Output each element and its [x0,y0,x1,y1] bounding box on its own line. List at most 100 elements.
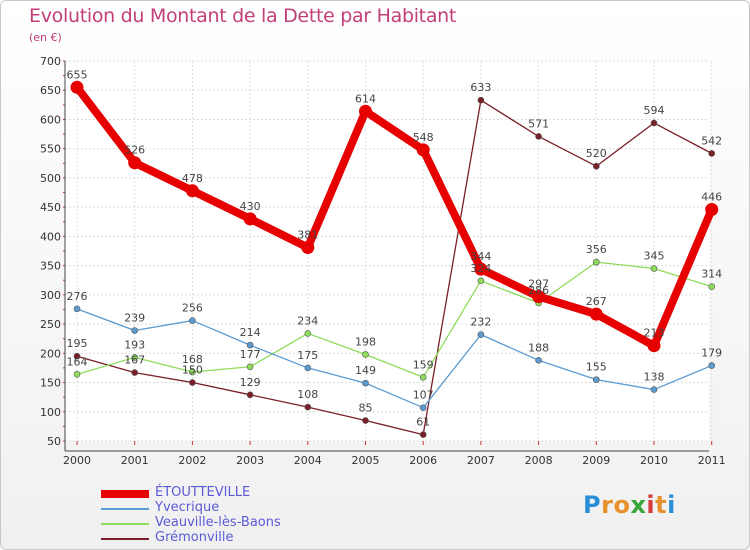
x-tick-label: 2009 [582,454,610,467]
data-label: 61 [416,416,430,429]
data-point [477,277,485,285]
data-label: 129 [240,376,261,389]
data-point [189,379,196,386]
data-point [708,362,716,369]
logo-letter: x [630,491,647,519]
data-label: 297 [528,278,549,291]
series-layer [70,80,719,438]
data-label: 150 [182,364,203,377]
data-label: 548 [413,131,434,144]
data-point [362,417,369,424]
data-label: 381 [297,228,318,241]
data-point [535,357,542,364]
x-tick-label: 2001 [121,454,149,467]
data-point [474,262,488,276]
legend-swatch [101,538,149,540]
y-tick-label: 500 [40,172,61,185]
series-line-0 [73,83,716,350]
chart-subtitle: (en €) [29,31,62,44]
x-tick-label: 2000 [63,454,91,467]
logo-letter: i [667,491,676,519]
data-label: 655 [67,68,88,81]
data-label: 232 [470,316,491,329]
x-tick-label: 2003 [236,454,264,467]
legend-label: Veauville-lès-Baons [155,515,281,530]
y-tick-label: 700 [40,55,61,68]
data-point [535,133,542,140]
data-point [650,265,658,272]
data-label: 159 [413,358,434,371]
x-tick-label: 2005 [352,454,380,467]
data-label: 195 [67,337,88,350]
data-point [131,354,138,361]
data-label: 267 [586,295,607,308]
data-label: 520 [586,147,607,160]
data-label: 168 [182,353,203,366]
data-point [189,317,196,324]
x-tick-label: 2002 [178,454,206,467]
data-label: 155 [586,361,607,374]
data-point [650,386,658,393]
data-label: 633 [470,81,491,94]
proxiti-logo: Proxiti [583,491,676,519]
logo-letter: P [583,491,602,519]
x-tick-label: 2011 [698,454,726,467]
x-tick-label: 2008 [525,454,553,467]
logo-letter: t [655,491,668,519]
y-tick-label: 350 [40,260,61,273]
legend-swatch [101,490,149,498]
x-tick-label: 2007 [467,454,495,467]
data-point [592,376,600,383]
data-point [70,80,84,94]
data-label: 167 [124,354,145,367]
data-label: 107 [413,389,434,402]
data-point [189,368,196,376]
data-point [359,104,372,118]
data-label: 149 [355,364,376,377]
y-tick-label: 550 [40,143,61,156]
x-tick-label: 2004 [294,454,322,467]
data-label: 478 [182,172,203,185]
data-point [185,184,199,198]
data-label: 193 [124,338,145,351]
data-label: 542 [701,134,722,147]
data-label: 314 [701,268,722,281]
plot-area [65,61,709,441]
data-label: 571 [528,117,549,130]
data-point [243,212,257,226]
legend-label: ÉTOUTTEVILLE [155,485,251,500]
data-label: 430 [240,200,261,213]
data-point [73,371,81,378]
y-tick-label: 200 [40,347,61,360]
data-point [246,363,254,371]
y-tick-label: 400 [40,230,61,243]
data-point [304,364,312,372]
y-tick-label: 650 [40,84,61,97]
logo-letter: r [601,491,614,519]
data-point [708,150,716,157]
data-label: 138 [644,371,665,384]
data-point [419,373,427,381]
data-label: 164 [67,355,88,368]
y-tick-label: 100 [40,406,61,419]
y-tick-label: 300 [40,289,61,302]
data-label: 345 [644,250,665,263]
x-tick-label: 2010 [640,454,668,467]
data-label: 188 [528,341,549,354]
legend-label: Grémonville [155,530,234,545]
data-point [304,330,312,337]
data-point [477,331,485,338]
data-point [416,143,430,157]
data-label: 85 [359,402,373,415]
grid [65,60,713,442]
axes: 50 100 150 200 250 300 350 400 450 500 550 600 650 70… [40,55,726,467]
logo-letter: i [646,491,656,519]
y-tick-label: 250 [40,318,61,331]
data-point [362,351,369,358]
logo-letter: o [613,491,631,519]
series-line-1 [76,308,713,409]
y-tick-label: 450 [40,201,61,214]
data-point [419,404,427,411]
